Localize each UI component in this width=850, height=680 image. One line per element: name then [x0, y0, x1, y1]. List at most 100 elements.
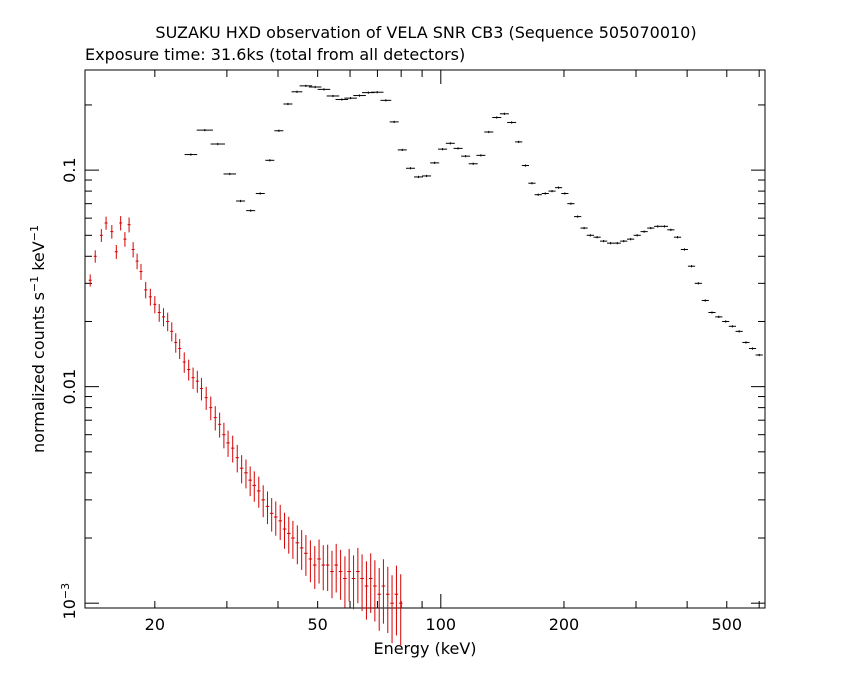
axis-ticks	[85, 70, 765, 608]
data-point	[722, 320, 730, 323]
data-point	[88, 274, 92, 287]
data-point	[445, 142, 455, 145]
data-point	[370, 91, 384, 94]
data-point	[728, 325, 736, 328]
x-tick-labels: 20 50 100 200 500	[145, 615, 742, 634]
data-point	[548, 189, 556, 193]
data-point	[226, 430, 230, 457]
data-point	[715, 315, 723, 319]
data-point	[191, 367, 195, 390]
data-point	[325, 544, 330, 592]
data-point	[299, 530, 304, 570]
data-point	[347, 548, 351, 602]
data-point	[335, 98, 349, 101]
data-point	[528, 182, 536, 185]
data-point	[673, 236, 682, 239]
data-point	[380, 99, 392, 102]
data-point	[586, 234, 594, 237]
data-point	[321, 545, 326, 591]
data-point	[218, 412, 222, 438]
data-point	[600, 239, 608, 243]
data-point	[304, 535, 308, 576]
data-point	[209, 396, 213, 421]
data-point	[231, 435, 235, 463]
data-point	[326, 94, 340, 98]
data-point	[274, 129, 284, 132]
data-point	[255, 192, 265, 195]
data-point	[291, 90, 303, 93]
data-point	[561, 192, 569, 195]
data-point	[144, 281, 148, 299]
data-point	[157, 304, 161, 322]
data-point	[484, 130, 494, 134]
data-point	[748, 347, 757, 350]
data-point	[377, 567, 382, 631]
data-point	[184, 153, 198, 156]
data-point	[265, 491, 270, 525]
data-point	[174, 333, 178, 353]
data-point	[317, 88, 331, 91]
data-point	[680, 248, 689, 251]
x-tick-label: 500	[712, 615, 743, 634]
data-point	[99, 229, 103, 242]
data-point	[269, 498, 274, 532]
data-point	[468, 162, 478, 165]
data-point	[235, 444, 239, 473]
data-point	[299, 84, 313, 87]
y-tick-label: 0.1	[60, 157, 79, 182]
data-point	[282, 512, 287, 549]
data-point	[492, 116, 502, 119]
data-point	[507, 121, 517, 124]
data-point	[541, 192, 549, 195]
data-point	[330, 550, 334, 599]
data-point	[283, 102, 293, 106]
data-point	[687, 265, 696, 268]
data-point	[708, 311, 716, 314]
data-point	[114, 244, 118, 259]
data-point	[148, 288, 152, 306]
data-point	[195, 370, 199, 393]
data-point	[438, 148, 448, 151]
data-point	[368, 553, 373, 614]
data-point	[334, 543, 338, 593]
data-point	[627, 238, 635, 241]
data-point	[93, 250, 97, 263]
data-point	[178, 339, 182, 359]
data-point	[187, 359, 191, 381]
y-tick-label: 0.01	[60, 369, 79, 405]
data-point	[119, 216, 123, 231]
data-point	[338, 549, 343, 600]
data-point	[278, 504, 283, 541]
data-point	[647, 226, 655, 230]
data-point	[344, 97, 357, 100]
data-point	[735, 330, 743, 333]
data-point	[397, 148, 407, 152]
data-point	[252, 471, 257, 502]
data-point	[153, 296, 157, 314]
y-tick-label-exponent: −3	[59, 583, 72, 599]
x-tick-label: 200	[549, 615, 580, 634]
data-point	[534, 193, 542, 196]
y-tick-labels: 0.1 0.01 10−3	[59, 157, 79, 619]
data-point	[204, 386, 208, 410]
data-point	[701, 299, 709, 302]
plot-frame	[84, 69, 766, 609]
data-point	[295, 525, 300, 565]
y-axis-label-exponent-1: −1	[28, 276, 41, 292]
data-point	[139, 263, 143, 280]
data-point	[222, 422, 226, 449]
data-point	[360, 554, 364, 612]
data-point	[261, 485, 265, 518]
x-tick-label: 100	[426, 615, 457, 634]
data-point	[422, 174, 432, 178]
data-point	[273, 501, 278, 536]
data-point	[394, 565, 399, 636]
data-point	[398, 574, 403, 646]
data-point	[660, 225, 669, 228]
series-1	[184, 84, 763, 357]
x-tick-label: 20	[145, 615, 165, 634]
data-point	[755, 353, 763, 357]
data-point	[580, 226, 588, 230]
data-point	[385, 566, 390, 634]
